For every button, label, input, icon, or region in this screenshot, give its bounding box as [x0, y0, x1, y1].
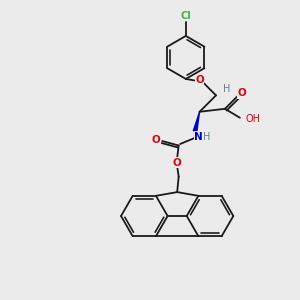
Text: O: O [173, 158, 182, 167]
Text: O: O [195, 75, 204, 85]
Text: O: O [237, 88, 246, 98]
Text: H: H [203, 132, 210, 142]
Text: O: O [152, 134, 161, 145]
Text: Cl: Cl [181, 11, 191, 21]
Text: H: H [223, 84, 230, 94]
Polygon shape [193, 112, 200, 132]
Text: N: N [194, 132, 203, 142]
Text: OH: OH [246, 114, 261, 124]
